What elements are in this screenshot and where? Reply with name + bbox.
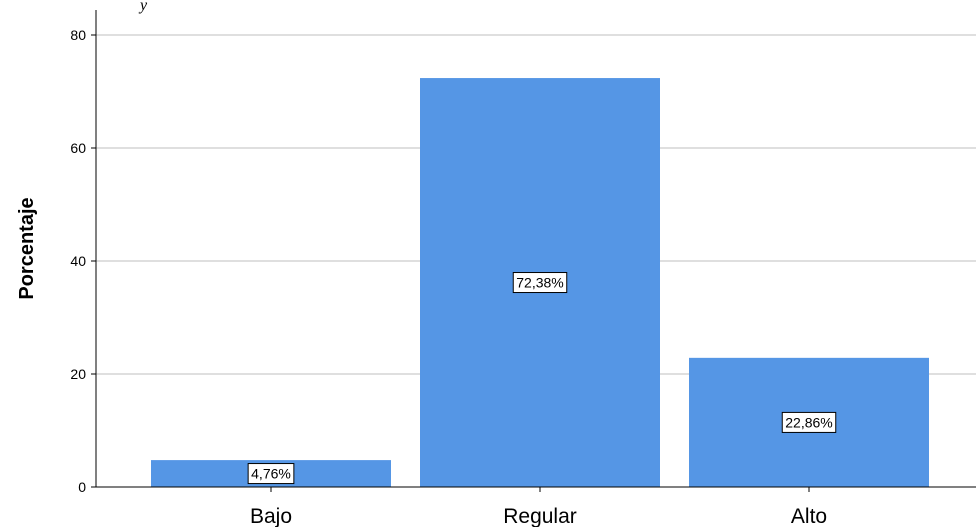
x-category-label: Regular xyxy=(503,505,577,527)
y-tick-label: 0 xyxy=(78,479,86,495)
x-category-label: Bajo xyxy=(250,505,292,527)
x-category-labels: Bajo Regular Alto xyxy=(250,487,827,527)
cropped-title-fragment: y xyxy=(138,0,148,14)
data-label-text: 72,38% xyxy=(516,275,563,291)
data-label-text: 22,86% xyxy=(785,414,832,430)
data-label-box xyxy=(781,411,837,433)
x-category-label: Alto xyxy=(791,505,827,527)
y-axis-title: Porcentaje xyxy=(16,197,38,299)
y-tick-label: 60 xyxy=(70,140,86,156)
data-label: 4,76% xyxy=(247,463,295,485)
data-label: 72,38% xyxy=(512,272,568,294)
y-tick-label: 40 xyxy=(70,253,86,269)
y-tick-label: 80 xyxy=(70,27,86,43)
y-tick-label: 20 xyxy=(70,366,86,382)
axes xyxy=(95,10,976,488)
data-label-text: 4,76% xyxy=(251,466,291,482)
data-label-box xyxy=(512,272,568,294)
data-labels: 4,76% 72,38% 22,86% xyxy=(247,272,837,485)
data-label: 22,86% xyxy=(781,411,837,433)
y-ticks: 0 20 40 60 80 xyxy=(70,27,96,495)
data-label-box xyxy=(247,463,295,485)
